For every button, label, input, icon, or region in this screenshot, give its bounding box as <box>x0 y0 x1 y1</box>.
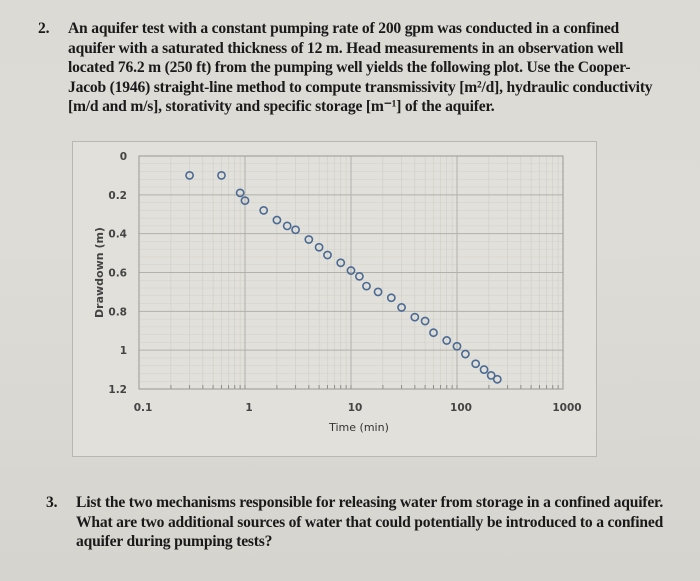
data-point <box>314 242 324 252</box>
y-tick-label: 0.8 <box>108 306 127 318</box>
x-tick-label: 1000 <box>552 402 581 414</box>
data-point <box>304 235 314 244</box>
data-point <box>373 287 383 297</box>
data-point <box>429 328 438 338</box>
question-3: 3. List the two mechanisms responsible f… <box>46 493 666 552</box>
x-tick-label: 10 <box>348 402 363 414</box>
data-point <box>397 303 406 312</box>
data-point <box>235 188 245 198</box>
data-point <box>336 258 346 268</box>
data-point <box>471 359 481 369</box>
data-point <box>362 281 371 291</box>
data-point <box>259 205 269 215</box>
chart-svg: 0 0.2 0.4 0.6 0.8 1 1.2 0.1 1 10 100 1000 Time (mi… <box>93 151 582 434</box>
y-tick-label: 0 <box>120 151 127 163</box>
question-2: 2. An aquifer test with a constant pumpi… <box>38 19 658 117</box>
data-point <box>272 215 282 225</box>
question-3-number: 3. <box>46 494 58 511</box>
question-3-text: List the two mechanisms responsible for … <box>76 494 664 550</box>
data-point <box>240 196 250 206</box>
data-point <box>346 266 356 275</box>
data-point <box>492 374 502 384</box>
y-tick-label: 0.2 <box>108 190 127 202</box>
data-point <box>386 293 396 303</box>
y-tick-label: 0.6 <box>108 268 127 280</box>
data-point <box>410 312 420 322</box>
data-point <box>420 316 430 326</box>
question-2-number: 2. <box>38 20 50 37</box>
y-axis-tick-labels: 0 0.2 0.4 0.6 0.8 1 1.2 <box>108 151 127 396</box>
y-axis-label: Drawdown (m) <box>93 227 106 318</box>
drawdown-chart: 0 0.2 0.4 0.6 0.8 1 1.2 0.1 1 10 100 1000 Time (mi… <box>72 141 597 457</box>
plot-area-frame <box>138 155 564 390</box>
question-2-text: An aquifer test with a constant pumping … <box>68 20 653 115</box>
data-point <box>486 371 496 380</box>
data-point <box>282 221 292 231</box>
data-point <box>323 250 332 260</box>
data-point <box>217 171 226 180</box>
data-point <box>452 341 462 351</box>
data-point <box>460 349 470 359</box>
x-axis-label: Time (min) <box>328 421 389 434</box>
data-points <box>185 171 502 384</box>
x-tick-label: 100 <box>450 402 472 414</box>
y-tick-label: 1.2 <box>108 384 127 396</box>
y-tick-label: 1 <box>120 345 127 357</box>
x-tick-label: 0.1 <box>134 402 153 414</box>
data-point <box>354 271 364 281</box>
x-tick-label: 1 <box>245 402 252 414</box>
data-point <box>479 365 489 374</box>
data-point <box>291 225 300 235</box>
data-point <box>442 336 452 345</box>
y-tick-label: 0.4 <box>108 229 127 241</box>
x-axis-tick-labels: 0.1 1 10 100 1000 <box>134 402 582 414</box>
data-point <box>185 171 194 180</box>
